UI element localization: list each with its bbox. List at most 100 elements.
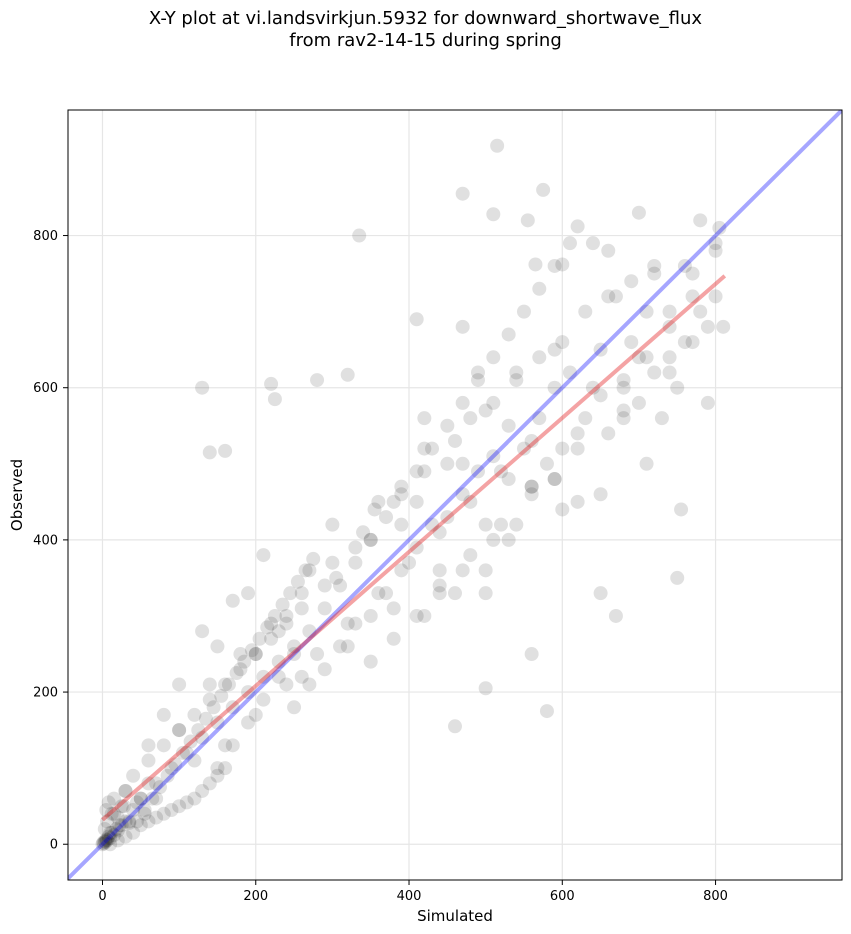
data-point [152,780,167,795]
data-point [425,517,440,532]
data-point [225,700,240,715]
data-point [440,510,455,525]
data-point [662,350,677,365]
x-axis-label: Simulated [417,907,493,925]
data-point [237,654,252,669]
data-point [409,540,424,555]
y-tick-label: 0 [50,838,58,853]
data-point [432,525,447,540]
data-point [141,776,156,791]
data-point [440,418,455,433]
data-point [455,395,470,410]
data-point [448,586,462,601]
data-point [252,631,267,646]
data-point [187,707,202,722]
data-point [229,666,244,681]
data-point [195,783,210,798]
data-point [348,616,363,631]
data-point [248,707,263,722]
data-point [340,616,355,631]
data-point [141,814,156,829]
data-point [578,411,593,426]
data-point [662,304,677,319]
data-point [294,669,309,684]
data-point [348,540,363,555]
data-point [279,616,294,631]
data-point [129,814,144,829]
data-point [110,810,125,825]
data-point [417,464,432,479]
data-point [110,833,125,848]
data-point [593,342,608,357]
data-point [306,551,321,566]
data-point [248,647,263,662]
data-point [325,517,340,532]
x-tick-label: 400 [397,889,422,904]
data-point [129,795,144,810]
data-point [639,350,654,365]
data-point [685,289,700,304]
data-point [593,388,608,403]
data-point [104,806,119,821]
data-point [463,548,478,563]
data-point [99,803,114,817]
data-point [570,441,585,456]
data-point [225,738,240,753]
data-point [493,464,508,479]
data-point [616,380,631,395]
y-tick-label: 400 [33,533,58,548]
data-point [99,832,114,847]
data-point [363,654,378,669]
data-point [310,373,325,388]
data-point [103,825,118,840]
data-point [195,380,210,395]
data-point [501,472,516,487]
data-point [126,768,141,783]
data-point [486,449,501,464]
data-point [394,487,409,502]
data-point [601,243,616,258]
y-tick-label: 200 [33,686,58,701]
data-point [509,517,524,532]
data-point [202,776,217,791]
data-point [195,730,210,745]
data-point [524,479,539,494]
data-point [256,692,271,707]
data-point [493,517,508,532]
data-point [118,829,133,844]
data-point [624,335,639,350]
data-point [601,426,616,441]
data-point [509,373,524,388]
data-point [275,597,290,612]
data-point [463,494,478,509]
data-point [175,745,190,760]
data-point [402,555,417,570]
data-point [555,335,570,350]
data-point [662,319,677,334]
data-point [478,403,493,418]
data-point [340,367,355,382]
data-point [601,289,616,304]
data-point [394,479,409,494]
data-point [700,319,715,334]
data-point [103,837,118,852]
data-point [470,373,485,388]
data-point [555,257,570,272]
data-point [340,639,355,654]
x-tick-label: 600 [550,889,575,904]
data-point [233,662,248,677]
data-point [693,213,708,228]
data-point [198,711,213,726]
data-point [547,472,562,487]
data-point [585,380,600,395]
data-point [524,487,539,502]
data-point [432,578,447,593]
data-point [244,643,259,658]
data-point [122,814,137,829]
data-point [536,182,551,197]
data-point [524,433,539,448]
data-point [248,647,263,662]
data-point [486,395,501,410]
data-point [271,654,286,669]
data-point [100,814,115,829]
